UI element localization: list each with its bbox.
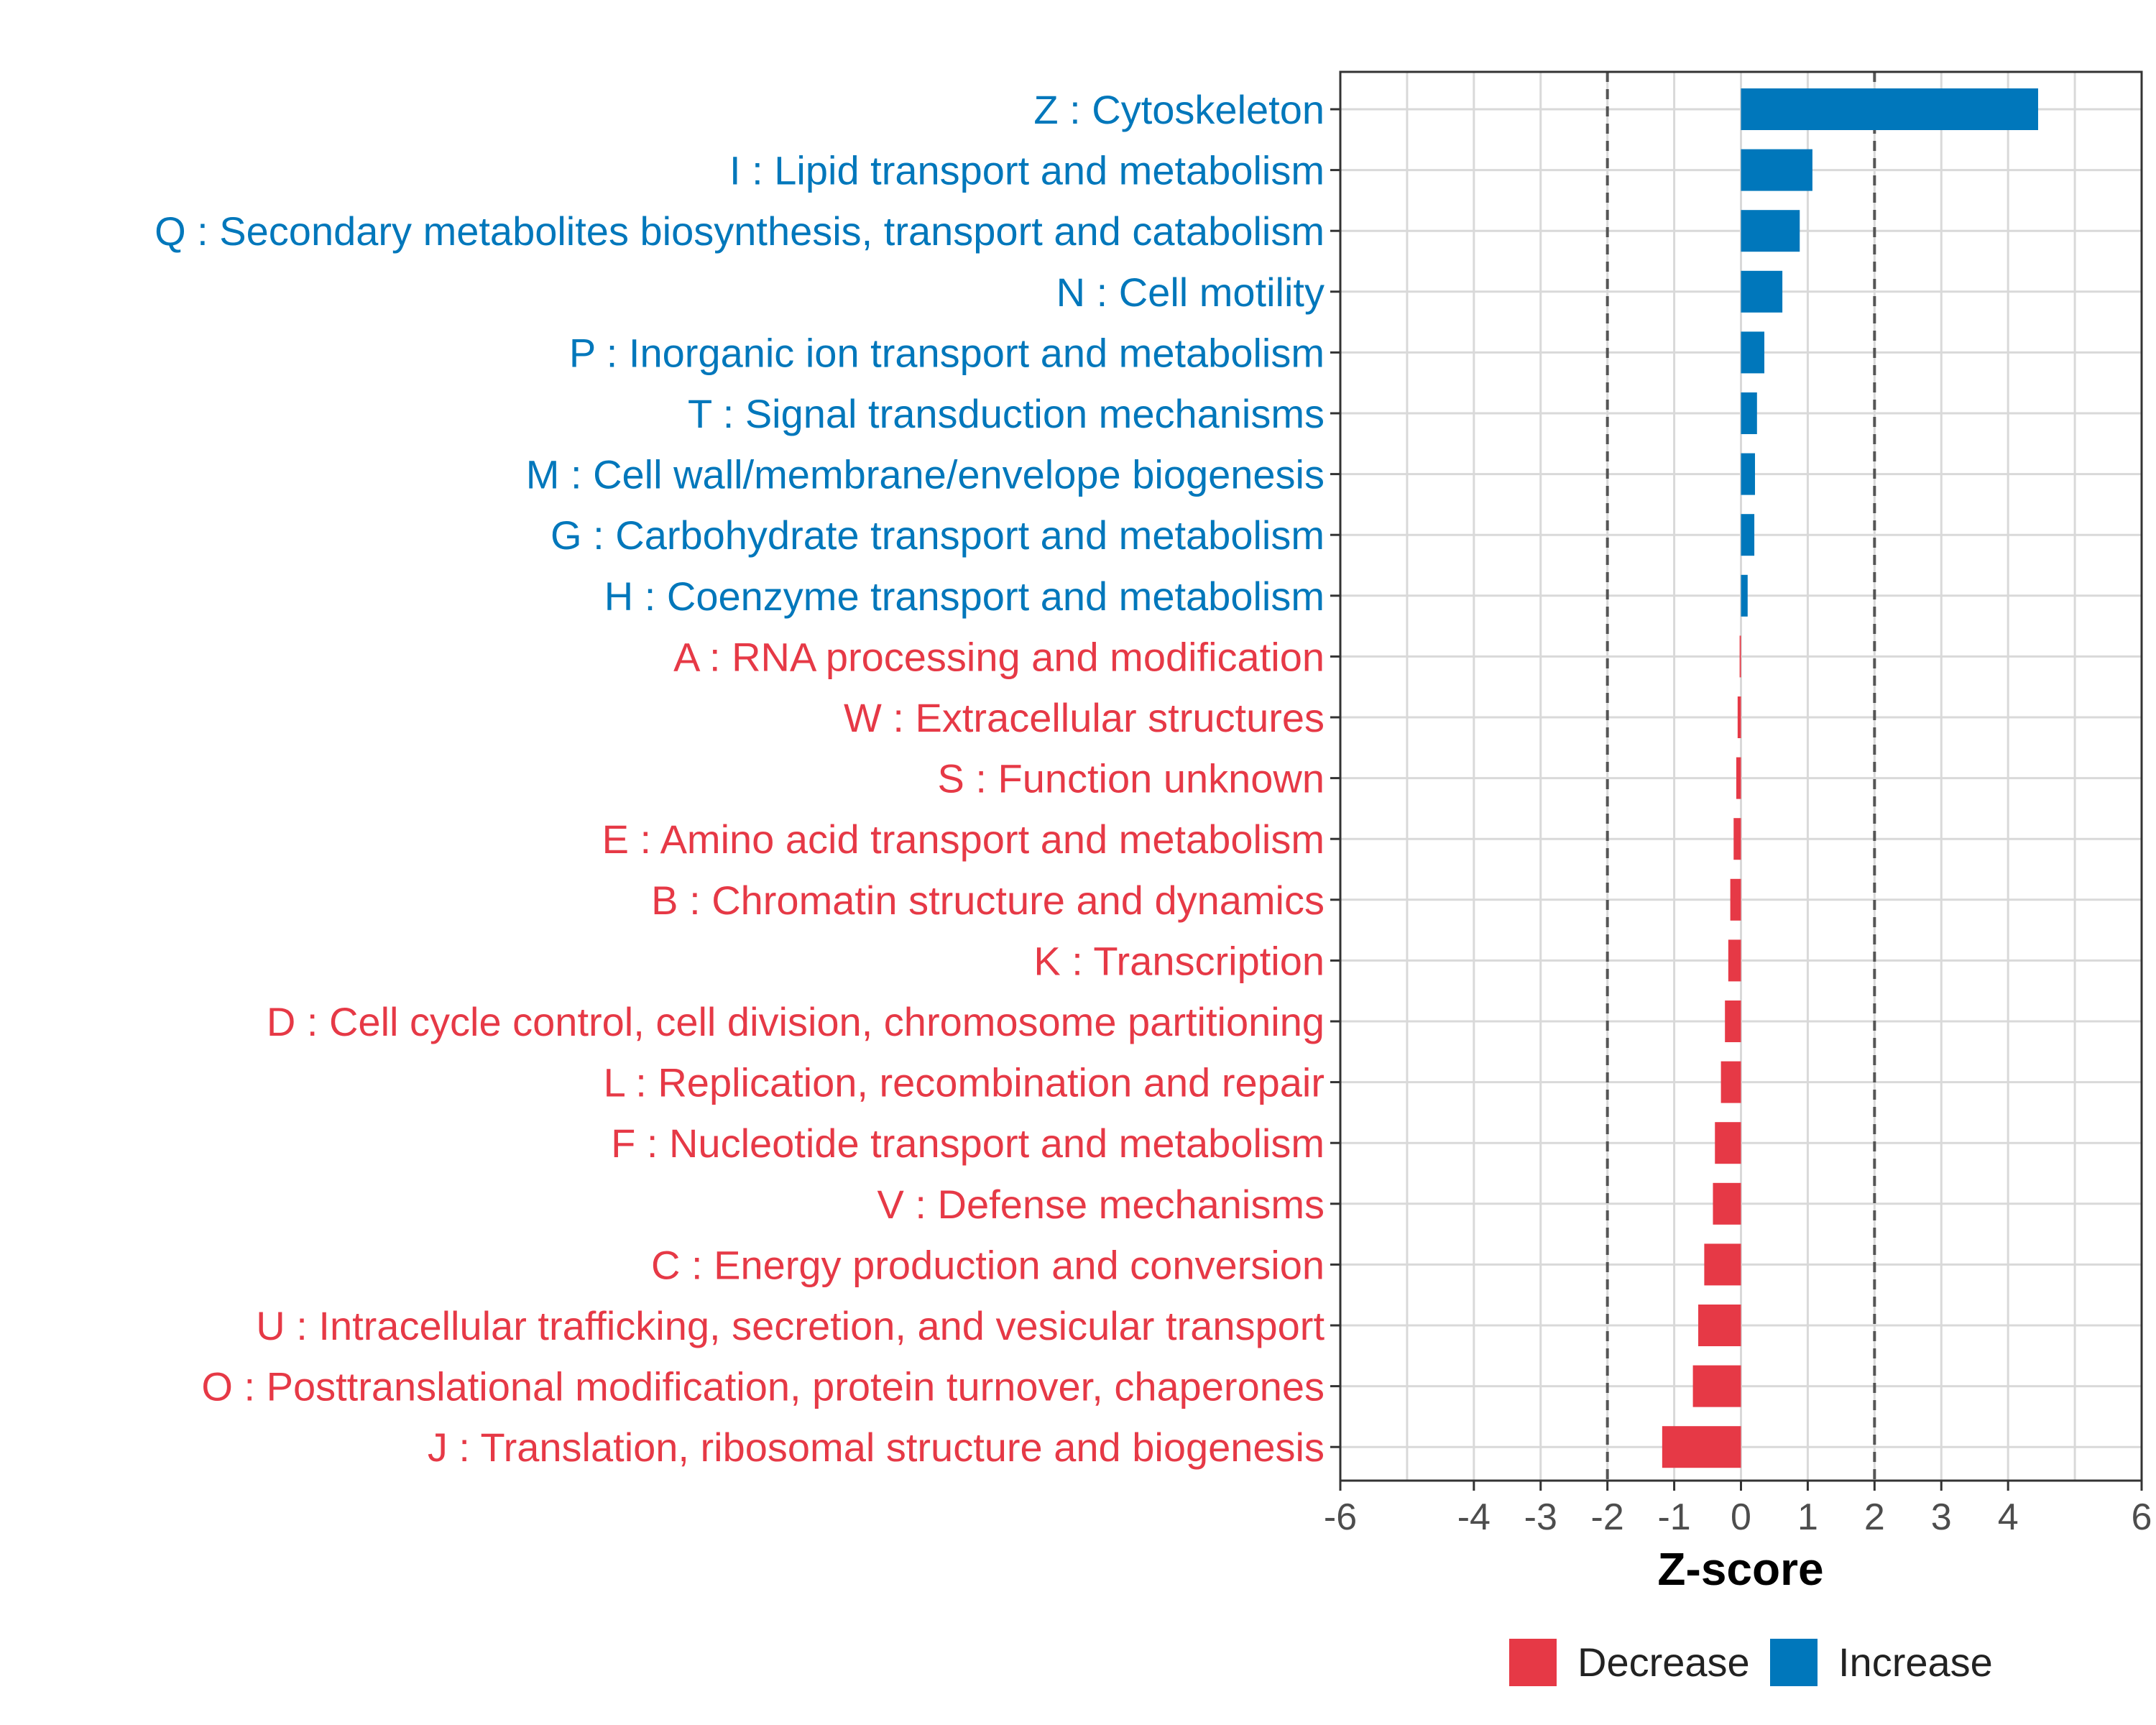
bar [1741, 514, 1755, 556]
bar [1704, 1243, 1741, 1286]
category-label: S : Function unknown [937, 756, 1325, 801]
category-label: N : Cell motility [1056, 270, 1325, 315]
category-label: P : Inorganic ion transport and metaboli… [569, 330, 1325, 375]
x-tick-label: 6 [2132, 1496, 2152, 1538]
category-label: W : Extracellular structures [844, 695, 1325, 740]
x-axis-ticks: -6 -4 -3 -2 -1 0 1 2 3 4 6 [1324, 1481, 2152, 1538]
bar [1736, 757, 1741, 799]
x-tick-label: -1 [1657, 1496, 1690, 1538]
x-tick-label: 1 [1797, 1496, 1818, 1538]
reference-lines [1606, 72, 1876, 1481]
x-tick-label: 3 [1931, 1496, 1952, 1538]
bar [1713, 1182, 1741, 1225]
category-label: Q : Secondary metabolites biosynthesis, … [155, 208, 1325, 254]
bar [1728, 939, 1741, 982]
bar [1733, 818, 1741, 860]
category-label: K : Transcription [1033, 938, 1325, 983]
category-label: Z : Cytoskeleton [1033, 87, 1325, 132]
x-tick-label: -2 [1591, 1496, 1624, 1538]
bar [1692, 1365, 1741, 1407]
bar [1737, 696, 1741, 738]
category-label: I : Lipid transport and metabolism [729, 148, 1325, 193]
x-tick-label: 2 [1864, 1496, 1885, 1538]
category-label: U : Intracellular trafficking, secretion… [256, 1303, 1325, 1348]
category-label: J : Translation, ribosomal structure and… [428, 1425, 1325, 1470]
bars [1662, 88, 2038, 1468]
x-tick-label: -4 [1457, 1496, 1491, 1538]
bar [1741, 331, 1765, 374]
bar [1739, 635, 1741, 678]
bar [1741, 88, 2038, 130]
bar [1698, 1305, 1741, 1346]
legend-label: Decrease [1577, 1639, 1750, 1685]
category-label: A : RNA processing and modification [673, 634, 1325, 679]
bar [1741, 149, 1812, 191]
category-label: L : Replication, recombination and repai… [604, 1060, 1325, 1105]
category-label: V : Defense mechanisms [877, 1182, 1325, 1227]
x-tick-label: 0 [1731, 1496, 1751, 1538]
category-label: G : Carbohydrate transport and metabolis… [550, 512, 1325, 558]
category-label: F : Nucleotide transport and metabolism [611, 1121, 1325, 1166]
bar [1720, 1061, 1741, 1103]
bar [1741, 270, 1783, 313]
category-label: E : Amino acid transport and metabolism [602, 816, 1325, 862]
bar [1741, 574, 1748, 617]
y-axis-ticks: Z : Cytoskeleton I : Lipid transport and … [155, 87, 1340, 1470]
bar [1741, 210, 1800, 252]
category-label: M : Cell wall/membrane/envelope biogenes… [526, 452, 1325, 497]
category-label: O : Posttranslational modification, prot… [201, 1364, 1325, 1409]
bar [1741, 392, 1757, 434]
category-label: H : Coenzyme transport and metabolism [604, 574, 1325, 619]
bar [1730, 878, 1741, 921]
bar [1715, 1122, 1741, 1164]
x-axis-title: Z-score [1657, 1543, 1823, 1595]
bar [1725, 1000, 1741, 1042]
category-label: T : Signal transduction mechanisms [688, 391, 1325, 436]
legend: Decrease Increase [1509, 1639, 1993, 1686]
bar [1662, 1426, 1741, 1468]
legend-swatch [1770, 1639, 1818, 1686]
x-tick-label: 4 [1998, 1496, 2019, 1538]
x-tick-label: -3 [1524, 1496, 1557, 1538]
category-label: D : Cell cycle control, cell division, c… [267, 999, 1325, 1044]
x-tick-label: -6 [1324, 1496, 1357, 1538]
category-label: B : Chromatin structure and dynamics [651, 878, 1325, 923]
category-label: C : Energy production and conversion [651, 1242, 1325, 1287]
legend-label: Increase [1838, 1639, 1993, 1685]
bar [1741, 453, 1756, 495]
legend-swatch [1509, 1639, 1557, 1686]
